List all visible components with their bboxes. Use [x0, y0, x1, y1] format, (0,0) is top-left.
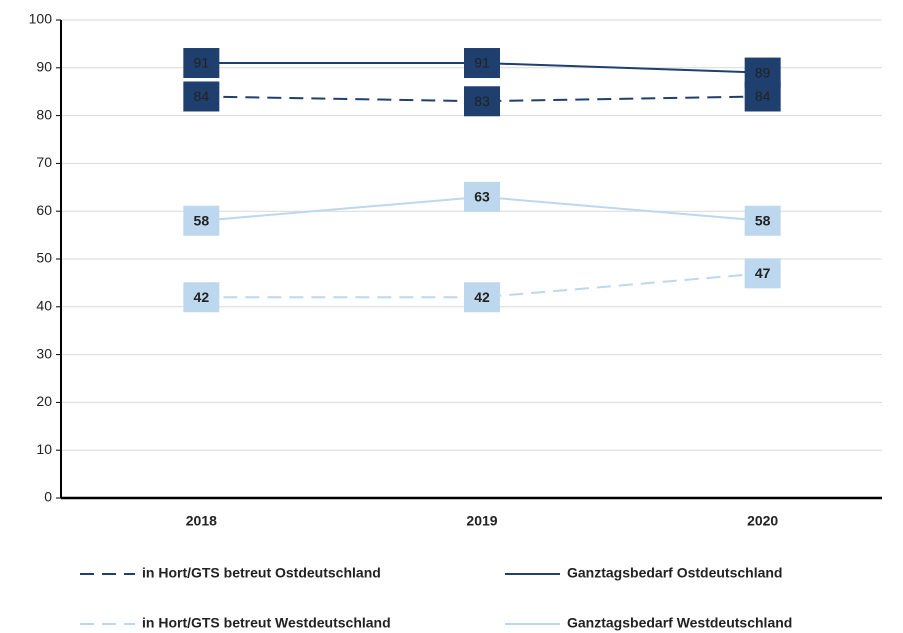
data-label-box	[744, 205, 781, 236]
data-label: 91	[194, 55, 210, 71]
data-label-box	[183, 48, 220, 79]
data-label: 42	[194, 289, 210, 305]
y-tick-label: 0	[44, 489, 52, 505]
legend-label: Ganztagsbedarf Ostdeutschland	[567, 565, 782, 581]
y-tick-label: 60	[36, 202, 52, 218]
x-tick-label: 2019	[466, 513, 497, 529]
y-tick-label: 90	[36, 59, 52, 75]
y-tick-label: 20	[36, 393, 52, 409]
legend-label: in Hort/GTS betreut Westdeutschland	[142, 615, 391, 631]
x-tick-label: 2018	[186, 513, 217, 529]
data-label-box	[183, 205, 220, 236]
legend-label: Ganztagsbedarf Westdeutschland	[567, 615, 792, 631]
y-tick-label: 70	[36, 154, 52, 170]
y-tick-label: 40	[36, 298, 52, 314]
data-label: 84	[755, 88, 771, 104]
data-label-box	[464, 86, 500, 117]
y-tick-label: 100	[29, 11, 53, 27]
legend-label: in Hort/GTS betreut Ostdeutschland	[142, 565, 381, 581]
data-label-box	[183, 81, 220, 112]
y-tick-label: 50	[36, 250, 52, 266]
data-label: 58	[194, 212, 210, 228]
data-label-box	[464, 48, 500, 79]
data-label: 63	[474, 189, 490, 205]
data-label: 83	[474, 93, 490, 109]
data-label: 89	[755, 64, 771, 80]
data-label-box	[183, 282, 220, 313]
x-tick-label: 2020	[747, 513, 778, 529]
data-label: 58	[755, 212, 771, 228]
data-label: 47	[755, 265, 771, 281]
y-tick-label: 80	[36, 106, 52, 122]
data-label-box	[744, 57, 781, 88]
data-label-box	[464, 282, 500, 313]
data-label-box	[744, 258, 781, 289]
data-label: 84	[194, 88, 210, 104]
data-label-box	[464, 181, 500, 212]
series-line	[201, 272, 763, 299]
series-line	[201, 95, 763, 103]
data-label: 42	[474, 289, 490, 305]
y-tick-label: 30	[36, 345, 52, 361]
data-label: 91	[474, 55, 490, 71]
y-tick-label: 10	[36, 441, 52, 457]
